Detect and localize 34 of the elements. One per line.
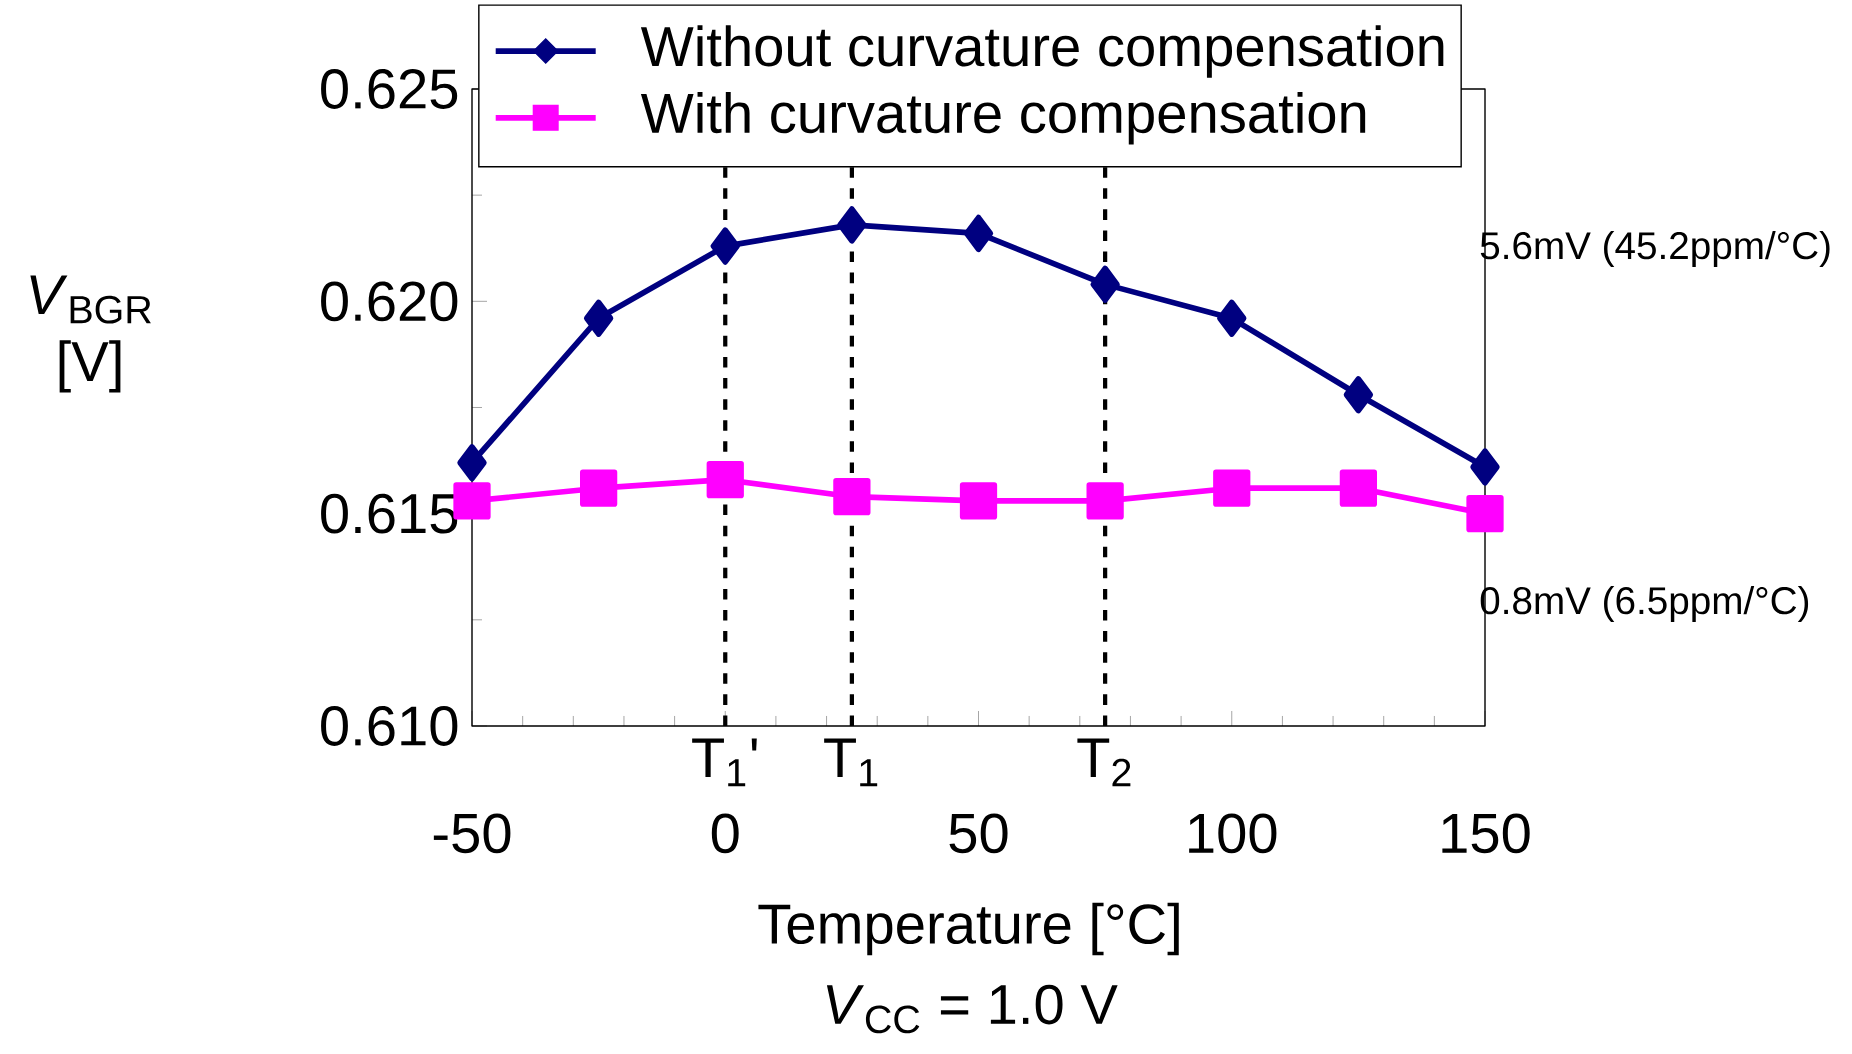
point (1343, 376, 1374, 414)
point (1217, 299, 1247, 337)
y-tick-label: 0.615 (321, 493, 458, 534)
x-tick-label: 150 (1442, 813, 1530, 854)
legend-label: With curvature compensation (640, 91, 1366, 145)
ref-line-label: T$_{2}$ (1077, 738, 1131, 787)
point (1090, 265, 1120, 303)
point (1466, 495, 1504, 533)
point (580, 469, 618, 507)
legend-label: Without curvature compensation (640, 25, 1444, 78)
x-tick-label: -50 (433, 813, 511, 854)
x-axis-title: Temperature [°C] (758, 902, 1179, 956)
y-tick-label: 0.610 (321, 706, 458, 746)
text: V$_{CC}$ = 1.0 V (826, 984, 1118, 1034)
point (583, 299, 614, 337)
y-axis-title: V$_{BGR}$ [V] (30, 275, 151, 393)
point (963, 214, 994, 252)
point (1213, 469, 1251, 507)
y-tick-label: 0.620 (321, 281, 458, 322)
y-tick-label: 0.625 (321, 69, 458, 109)
ref-line-label: T$_{1}$' (692, 738, 757, 787)
ref-line-label: T$_{1}$ (824, 738, 878, 787)
point (710, 227, 740, 265)
point (959, 482, 998, 520)
x-tick-label: 0 (711, 813, 739, 854)
point (833, 478, 871, 516)
point (837, 206, 867, 244)
point (706, 461, 744, 499)
point (1339, 469, 1378, 507)
point (1086, 482, 1124, 520)
x-tick-label: 50 (949, 813, 1008, 854)
x-tick-label: 100 (1189, 813, 1277, 854)
point (1470, 448, 1500, 486)
point (457, 444, 487, 482)
